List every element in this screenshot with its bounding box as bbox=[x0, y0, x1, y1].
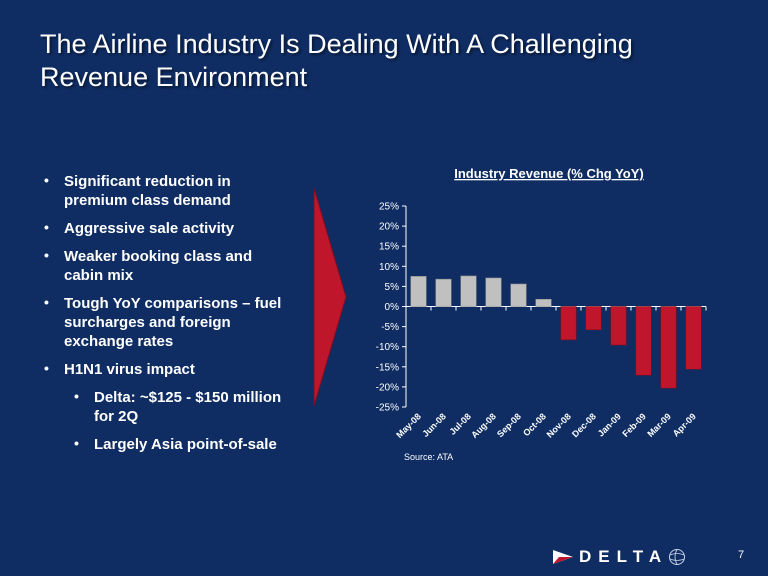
y-tick-label: 0% bbox=[385, 302, 400, 313]
bullet-dot-icon: • bbox=[74, 388, 79, 404]
bullet-text-line: Weaker booking class and bbox=[64, 248, 253, 265]
sub-bullet-item: • Delta: ~$125 - $150 million for 2Q bbox=[74, 388, 314, 426]
slide-title: The Airline Industry Is Dealing With A C… bbox=[40, 28, 740, 94]
chart-source: Source: ATA bbox=[404, 452, 453, 462]
x-tick-label: Mar-09 bbox=[645, 411, 673, 439]
bar bbox=[510, 283, 527, 307]
bar bbox=[685, 306, 702, 370]
y-tick-label: 10% bbox=[379, 262, 399, 273]
bar bbox=[535, 298, 552, 307]
y-tick-label: 25% bbox=[379, 202, 399, 213]
bar bbox=[485, 277, 502, 307]
bar bbox=[435, 278, 452, 307]
bullet-dot-icon: • bbox=[74, 435, 79, 451]
x-tick-label: May-08 bbox=[394, 411, 423, 440]
y-tick-label: -15% bbox=[376, 362, 399, 373]
sub-bullet-item: • Largely Asia point-of-sale bbox=[74, 435, 314, 454]
bullet-text-line: Largely Asia point-of-sale bbox=[94, 436, 277, 453]
slide-title-line-2: Revenue Environment bbox=[40, 62, 308, 92]
x-tick-label: Feb-09 bbox=[620, 411, 648, 439]
revenue-chart: Industry Revenue (% Chg YoY) 25% 20% 15% 10%… bbox=[376, 166, 707, 462]
y-tick-label: 20% bbox=[379, 222, 399, 233]
bar bbox=[585, 306, 602, 331]
bullet-text-line: surcharges and foreign bbox=[64, 314, 231, 331]
bullet-dot-icon: • bbox=[44, 172, 49, 188]
bullet-list: • Significant reduction in premium class d… bbox=[44, 172, 314, 463]
x-tick-label: Dec-08 bbox=[570, 411, 598, 439]
y-tick-label: 5% bbox=[385, 282, 400, 293]
bullet-dot-icon: • bbox=[44, 219, 49, 235]
bullet-dot-icon: • bbox=[44, 360, 49, 376]
bar bbox=[460, 275, 477, 307]
x-tick-label: Jun-08 bbox=[420, 411, 448, 439]
y-tick-label: -10% bbox=[376, 342, 399, 353]
bullet-item: • H1N1 virus impact bbox=[44, 360, 314, 379]
bar bbox=[660, 306, 677, 389]
bar bbox=[635, 306, 652, 376]
bar bbox=[410, 276, 427, 307]
bullet-text-line: Delta: ~$125 - $150 million bbox=[94, 389, 282, 406]
page-number: 7 bbox=[738, 549, 745, 561]
bullet-text-line: Significant reduction in bbox=[64, 173, 231, 190]
bullet-item: • Aggressive sale activity bbox=[44, 219, 314, 238]
chart-title: Industry Revenue (% Chg YoY) bbox=[454, 166, 644, 181]
y-tick-label: -25% bbox=[376, 403, 399, 414]
y-tick-label: 15% bbox=[379, 242, 399, 253]
logo-text: DELTA bbox=[579, 547, 669, 566]
bullet-item: • Significant reduction in premium class d… bbox=[44, 172, 314, 210]
bullet-item: • Tough YoY comparisons – fuel surcharges … bbox=[44, 294, 314, 351]
bullet-text-line: exchange rates bbox=[64, 333, 174, 350]
bullet-item: • Weaker booking class and cabin mix bbox=[44, 247, 314, 285]
bullet-dot-icon: • bbox=[44, 247, 49, 263]
y-tick-label: -20% bbox=[376, 382, 399, 393]
delta-triangle-icon bbox=[553, 550, 573, 564]
bullet-text-line: cabin mix bbox=[64, 267, 134, 284]
x-tick-label: Oct-08 bbox=[521, 411, 548, 438]
x-tick-label: Nov-08 bbox=[545, 411, 573, 439]
bullet-text-line: H1N1 virus impact bbox=[64, 361, 195, 378]
x-tick-label: Apr-09 bbox=[671, 411, 698, 438]
bullet-text-line: premium class demand bbox=[64, 192, 231, 209]
bullet-dot-icon: • bbox=[44, 294, 49, 310]
right-arrow-icon bbox=[313, 187, 347, 407]
bullet-text-line: Aggressive sale activity bbox=[64, 220, 235, 237]
bullet-text-line: for 2Q bbox=[94, 408, 139, 425]
bar bbox=[560, 306, 577, 341]
skyteam-globe-icon bbox=[669, 549, 686, 565]
x-tick-label: Jan-09 bbox=[596, 411, 623, 438]
x-tick-label: Sep-08 bbox=[495, 411, 523, 439]
bar bbox=[610, 306, 627, 346]
x-tick-label: Aug-08 bbox=[469, 411, 498, 440]
slide-title-line-1: The Airline Industry Is Dealing With A C… bbox=[40, 29, 633, 59]
bullet-text-line: Tough YoY comparisons – fuel bbox=[64, 295, 282, 312]
delta-logo: DELTA bbox=[553, 545, 686, 569]
y-tick-label: -5% bbox=[381, 322, 399, 333]
